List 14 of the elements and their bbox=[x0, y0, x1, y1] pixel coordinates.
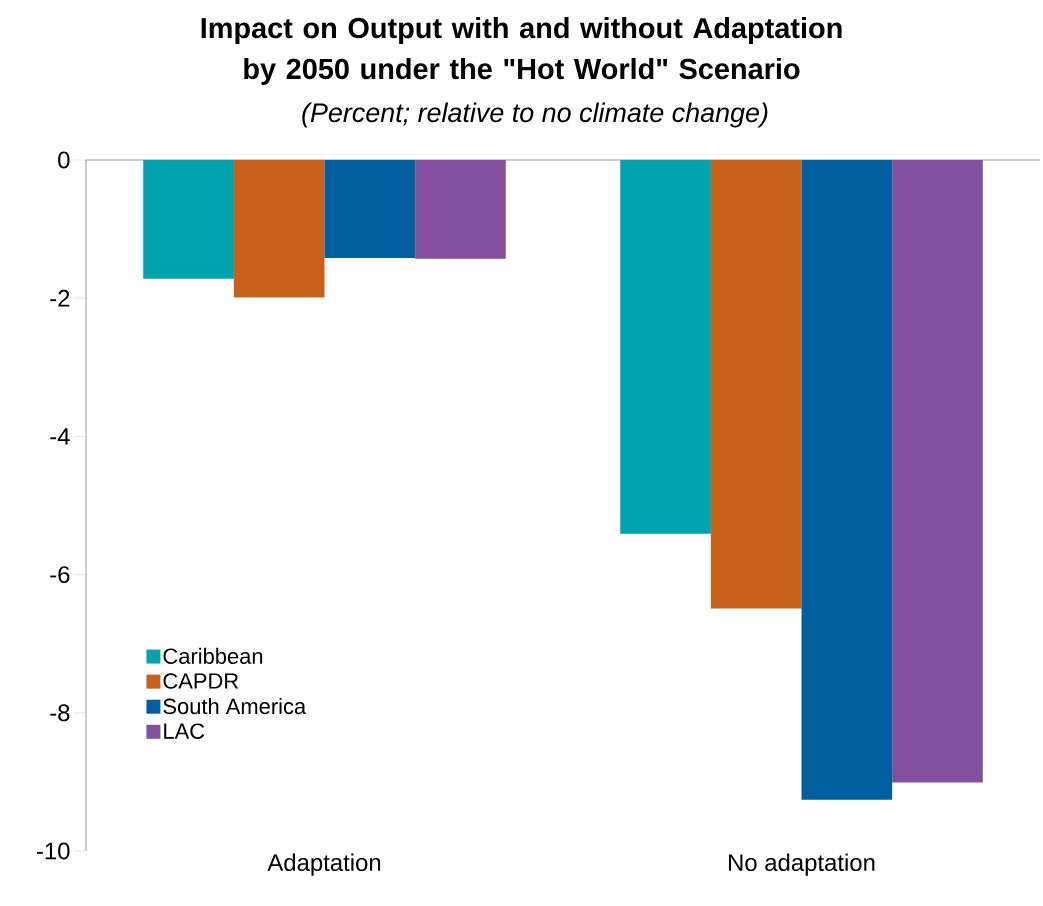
x-tick-label: Adaptation bbox=[267, 853, 381, 876]
legend-label: CAPDR bbox=[163, 673, 239, 689]
y-tick-label: -6 bbox=[50, 566, 70, 584]
chart-subtitle: (Percent; relative to no climate change) bbox=[302, 102, 768, 128]
y-tick-label: 0 bbox=[58, 151, 70, 169]
y-tick-label: -8 bbox=[50, 704, 70, 722]
legend-label: South America bbox=[163, 698, 307, 715]
y-tick-label: -2 bbox=[50, 289, 70, 307]
chart-title: Impact on Output with and without Adaptation by 2050 under the "Hot World" Scenario bbox=[201, 17, 842, 85]
y-tick-label: -10 bbox=[36, 842, 70, 860]
y-tick-label: -4 bbox=[50, 428, 70, 445]
x-tick-label: No adaptation bbox=[729, 853, 875, 876]
legend-label: Caribbean bbox=[163, 647, 263, 664]
legend-label: LAC bbox=[164, 723, 205, 739]
